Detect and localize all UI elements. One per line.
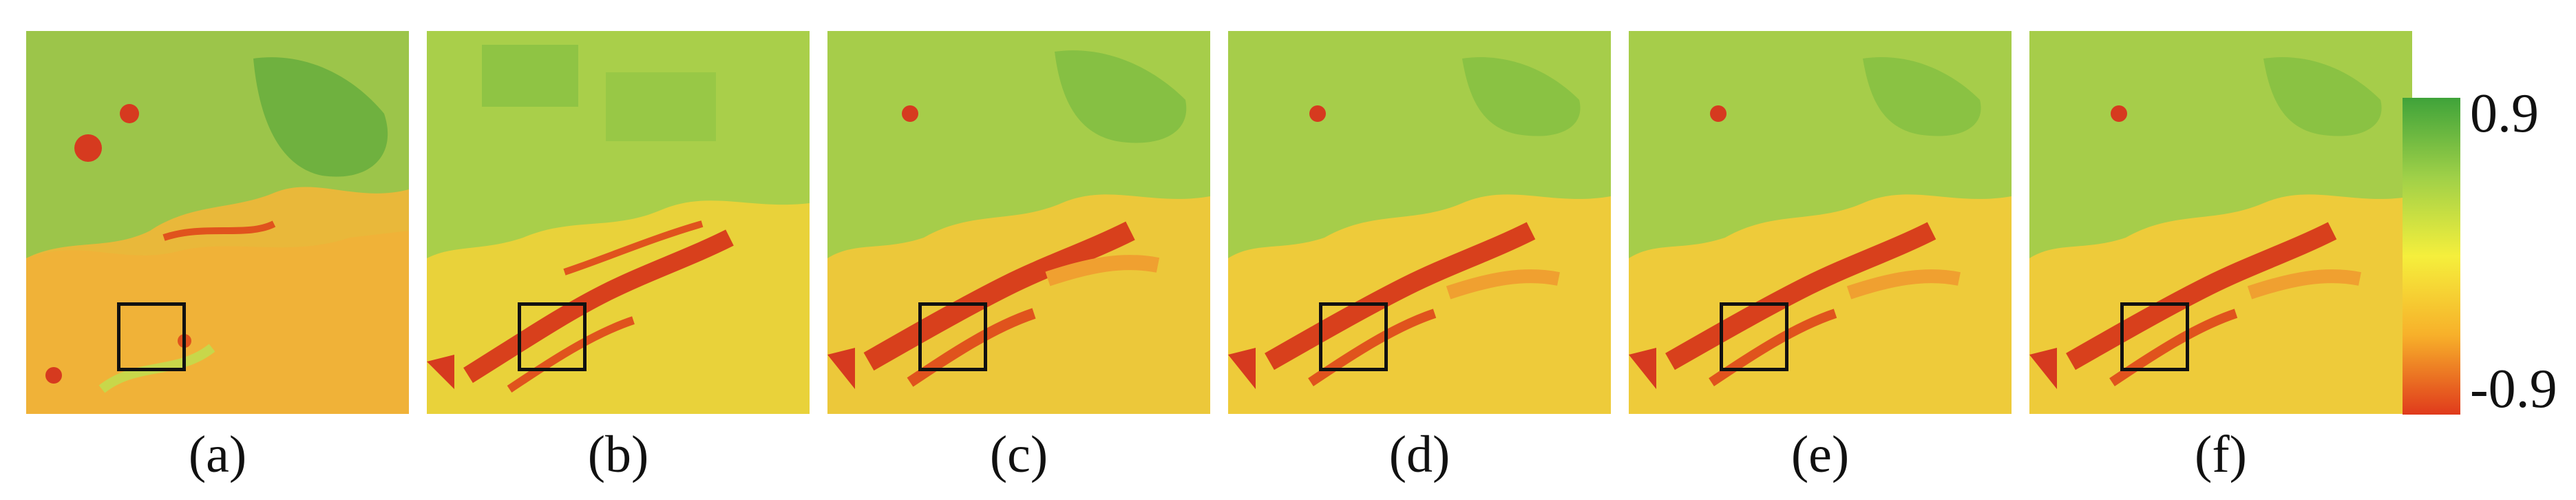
caption-e: (e) [1791,426,1850,483]
colorbar [2403,98,2460,415]
map-panel-b [427,31,810,414]
colorbar-min-label: -0.9 [2470,359,2557,419]
colorbar-max-label: 0.9 [2470,83,2539,144]
caption-f: (f) [2195,426,2247,483]
map-image-e [1629,31,2012,414]
caption-c: (c) [989,426,1048,483]
map-panel-e [1629,31,2012,414]
zoom-box-c [918,302,987,371]
caption-b: (b) [587,426,649,483]
map-panel-d [1228,31,1611,414]
map-image-b [427,31,810,414]
map-image-d [1228,31,1611,414]
map-panel-a [26,31,409,414]
map-image-c [827,31,1210,414]
zoom-box-d [1319,302,1388,371]
map-panel-c [827,31,1210,414]
zoom-box-a [117,302,186,371]
map-image-a [26,31,409,414]
caption-d: (d) [1389,426,1450,483]
map-image-f [2029,31,2412,414]
zoom-box-e [1720,302,1788,371]
zoom-box-f [2120,302,2189,371]
map-panel-f [2029,31,2412,414]
zoom-box-b [518,302,587,371]
caption-a: (a) [188,426,247,483]
